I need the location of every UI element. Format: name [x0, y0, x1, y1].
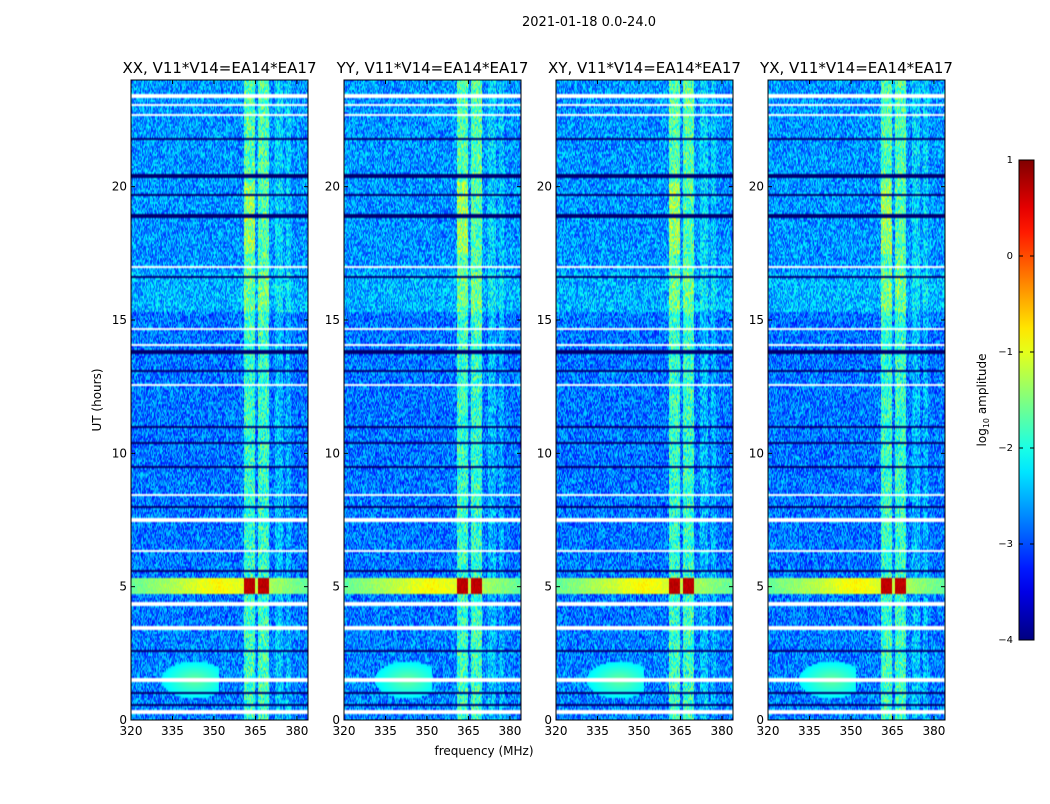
colorbar-label-suffix: amplitude [975, 354, 989, 418]
x-tick-label: 365 [669, 724, 692, 738]
x-tick-label: 380 [498, 724, 521, 738]
y-tick-label: 10 [749, 446, 764, 460]
y-tick-label: 15 [749, 313, 764, 327]
y-tick-label: 5 [756, 580, 764, 594]
colorbar: 1 0 −1 −2 −3 −4 [998, 155, 1035, 646]
colorbar-label: log10 amplitude [975, 354, 991, 447]
panel-title: YY, V11*V14=EA14*EA17 [336, 59, 529, 77]
x-axis-label: frequency (MHz) [434, 744, 533, 758]
x-tick-label: 365 [881, 724, 904, 738]
colorbar-tick-label: −2 [998, 443, 1013, 454]
panel-frame [555, 79, 734, 721]
x-tick-label: 365 [244, 724, 267, 738]
y-tick-label: 0 [544, 713, 552, 727]
panel-title: XX, V11*V14=EA14*EA17 [122, 59, 316, 77]
x-tick-label: 350 [203, 724, 226, 738]
colorbar-label-subscript: 10 [982, 418, 991, 428]
x-tick-label: 380 [710, 724, 733, 738]
panel-yx: YX, V11*V14=EA14*EA17 320 335 350 365 380 0 5 10… [749, 59, 953, 738]
x-tick-label: 320 [120, 724, 143, 738]
figure-suptitle: 2021-01-18 0.0-24.0 [522, 15, 656, 30]
colorbar-tick-label: 0 [1007, 251, 1013, 262]
x-tick-label: 380 [922, 724, 945, 738]
x-tick-label: 320 [757, 724, 780, 738]
x-tick-label: 350 [416, 724, 439, 738]
x-tick-label: 335 [161, 724, 184, 738]
colorbar-tick-label: −1 [998, 347, 1013, 358]
heatmap-image [131, 80, 308, 720]
y-tick-label: 10 [537, 446, 552, 460]
x-tick-label: 350 [840, 724, 863, 738]
x-tick-label: 350 [628, 724, 651, 738]
x-tick-label: 335 [586, 724, 609, 738]
panels-group: XX, V11*V14=EA14*EA17 320 335 350 365 380 0 5 10… [112, 59, 953, 738]
y-tick-label: 5 [332, 580, 340, 594]
colorbar-bar [1018, 159, 1035, 641]
y-tick-label: 5 [119, 580, 127, 594]
colorbar-tick-label: −4 [998, 635, 1013, 646]
y-tick-label: 0 [332, 713, 340, 727]
y-tick-label: 5 [544, 580, 552, 594]
y-tick-label: 15 [112, 313, 127, 327]
y-tick-label: 20 [112, 180, 127, 194]
panel-frame [767, 79, 946, 721]
y-tick-label: 10 [325, 446, 340, 460]
colorbar-tick-label: −3 [998, 539, 1013, 550]
colorbar-label-prefix: log [975, 428, 989, 446]
x-tick-label: 365 [457, 724, 480, 738]
y-axis-label: UT (hours) [90, 368, 104, 431]
x-tick-label: 335 [798, 724, 821, 738]
panel-xy: XY, V11*V14=EA14*EA17 320 335 350 365 380 0 5 10… [537, 59, 741, 738]
y-tick-label: 20 [325, 180, 340, 194]
x-tick-label: 320 [545, 724, 568, 738]
panel-frame [343, 79, 522, 721]
heatmap-image [556, 80, 733, 720]
y-tick-label: 0 [119, 713, 127, 727]
y-tick-label: 20 [537, 180, 552, 194]
x-tick-label: 320 [333, 724, 356, 738]
colorbar-tick-label: 1 [1007, 155, 1013, 166]
panel-yy: YY, V11*V14=EA14*EA17 320 335 350 365 380 0 5 10… [325, 59, 529, 738]
x-tick-label: 335 [374, 724, 397, 738]
x-tick-label: 380 [285, 724, 308, 738]
panel-frame [130, 79, 309, 721]
y-tick-label: 0 [756, 713, 764, 727]
y-tick-label: 15 [537, 313, 552, 327]
heatmap-image [768, 80, 945, 720]
panel-title: XY, V11*V14=EA14*EA17 [548, 59, 741, 77]
y-tick-label: 15 [325, 313, 340, 327]
y-tick-label: 10 [112, 446, 127, 460]
panel-title: YX, V11*V14=EA14*EA17 [759, 59, 953, 77]
panel-xx: XX, V11*V14=EA14*EA17 320 335 350 365 380 0 5 10… [112, 59, 317, 738]
heatmap-image [344, 80, 521, 720]
y-tick-label: 20 [749, 180, 764, 194]
